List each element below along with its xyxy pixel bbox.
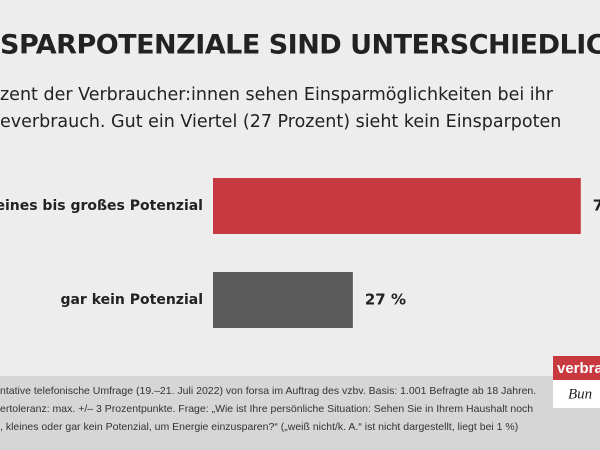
chart-title: SPARPOTENZIALE SIND UNTERSCHIEDLICH xyxy=(0,30,600,61)
subtitle-line: everbrauch. Gut ein Viertel (27 Prozent)… xyxy=(0,112,561,132)
logo-box xyxy=(553,380,600,408)
value-label: 7 xyxy=(593,197,600,215)
logo-text: Bun xyxy=(568,386,592,402)
category-label: gar kein Potenzial xyxy=(60,292,203,308)
footnote-line: , kleines oder gar kein Potenzial, um En… xyxy=(0,421,518,433)
subtitle-line: zent der Verbraucher:innen sehen Einspar… xyxy=(0,85,554,105)
value-label: 27 % xyxy=(365,291,406,309)
footer-box xyxy=(0,376,600,450)
footnote-line: ntative telefonische Umfrage (19.–21. Ju… xyxy=(0,385,536,397)
category-label: kleines bis großes Potenzial xyxy=(0,198,203,214)
logo-box xyxy=(553,356,600,380)
logo-text: verbrau xyxy=(557,360,600,377)
footnote-line: ertoleranz: max. +/– 3 Prozentpunkte. Fr… xyxy=(0,403,533,415)
bar xyxy=(213,178,581,234)
bar xyxy=(213,272,353,328)
